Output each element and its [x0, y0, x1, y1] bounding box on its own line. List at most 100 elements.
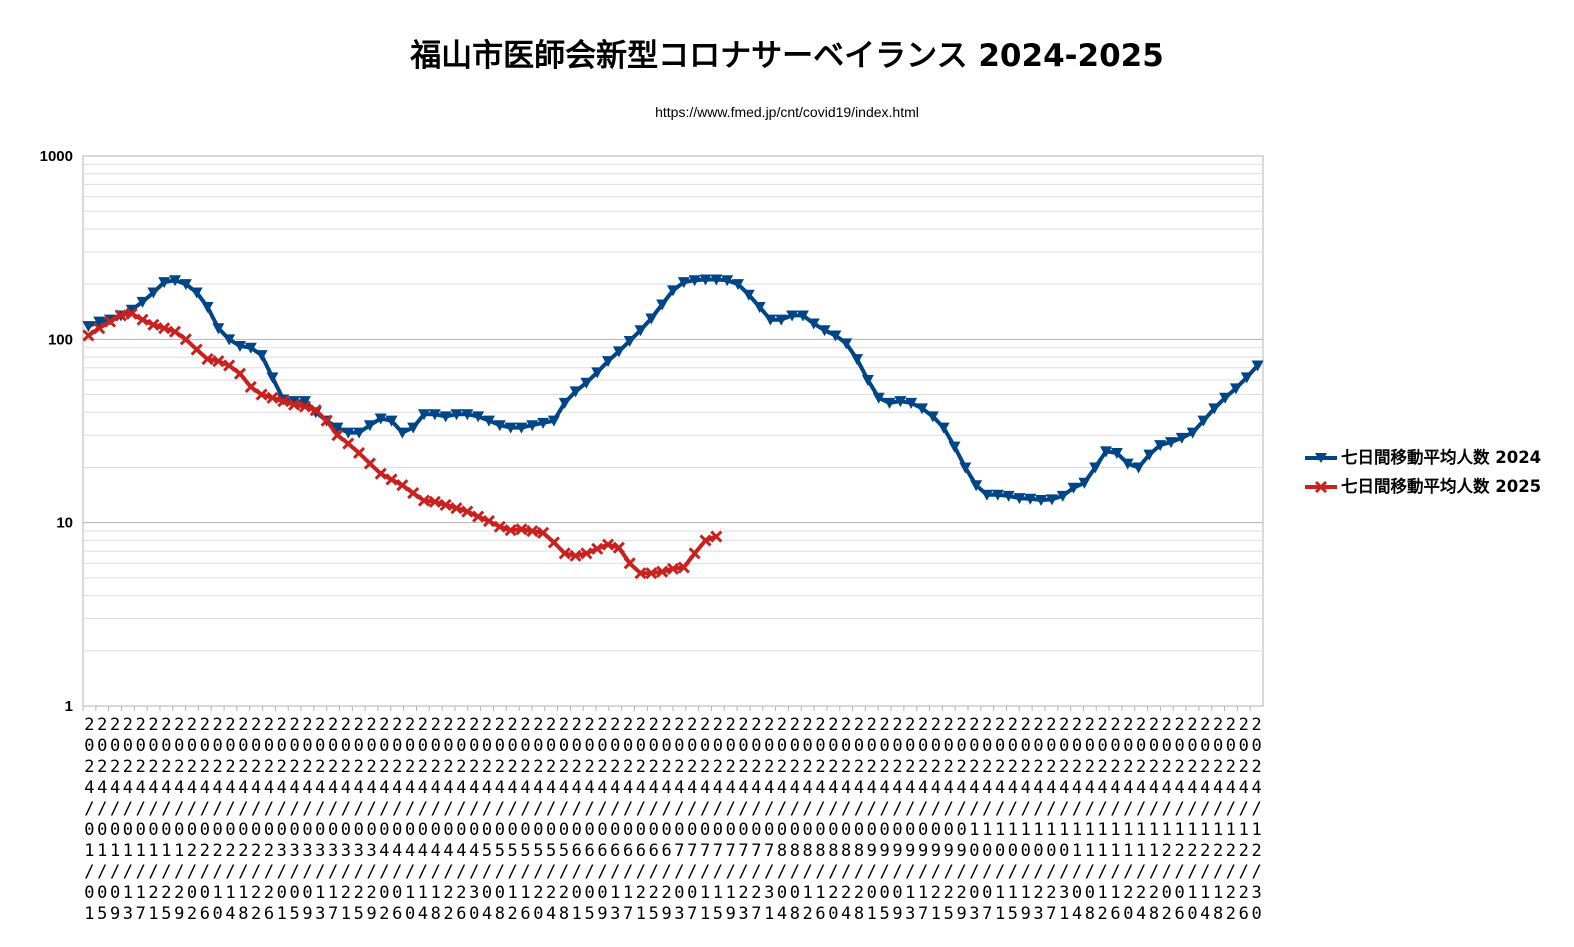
data-point	[872, 392, 885, 404]
x-tick-label: 2 0 2 4/0 3/2 5	[354, 715, 364, 924]
data-point	[385, 473, 398, 486]
x-tick-label: 2 0 2 4/0 3/0 9	[302, 715, 312, 924]
x-tick-label: 2 0 2 4/1 1/2 8	[1149, 715, 1159, 924]
x-tick-label: 2 0 2 4/0 7/0 7	[687, 715, 697, 924]
data-point	[753, 302, 766, 314]
x-tick-label: 2 0 2 4/0 5/0 4	[482, 715, 492, 924]
x-tick-label: 2 0 2 4/0 6/2 1	[636, 715, 646, 924]
data-point	[623, 557, 636, 570]
data-point	[959, 462, 972, 474]
x-tick-label: 2 0 2 4/1 1/0 4	[1072, 715, 1082, 924]
x-tick-label: 2 0 2 4/0 1/1 7	[136, 715, 146, 924]
data-point	[699, 534, 712, 547]
x-tick-label: 2 0 2 4/0 2/1 0	[213, 715, 223, 924]
data-point	[991, 489, 1004, 501]
x-tick-label: 2 0 2 4/0 3/0 5	[290, 715, 300, 924]
data-point	[255, 350, 268, 362]
x-tick-label: 2 0 2 4/1 1/2 4	[1136, 715, 1146, 924]
y-tick-label: 1000	[40, 148, 73, 165]
data-point	[612, 541, 625, 554]
x-tick-label: 2 0 2 4/0 6/0 1	[572, 715, 582, 924]
data-point	[1251, 360, 1264, 372]
data-point	[363, 457, 376, 470]
x-tick-label: 2 0 2 4/0 8/2 0	[828, 715, 838, 924]
data-point	[114, 309, 127, 322]
data-point	[602, 356, 615, 368]
data-point	[461, 409, 474, 421]
series-layer	[82, 274, 1264, 580]
legend-label-2025: 七日間移動平均人数 2025	[1341, 477, 1542, 496]
data-point	[980, 489, 993, 501]
data-point	[731, 279, 744, 291]
data-point	[1100, 446, 1113, 458]
data-point	[547, 415, 560, 427]
x-tick-label: 2 0 2 4/1 2/0 2	[1162, 715, 1172, 924]
data-point	[1164, 437, 1177, 449]
data-point	[515, 422, 528, 434]
x-tick-label: 2 0 2 4/0 9/0 5	[880, 715, 890, 924]
data-point	[569, 549, 582, 562]
x-tick-label: 2 0 2 4/0 4/1 0	[405, 715, 415, 924]
data-point	[840, 338, 853, 350]
x-tick-label: 2 0 2 4/0 7/1 9	[726, 715, 736, 924]
data-point	[244, 342, 257, 354]
data-point	[331, 422, 344, 434]
x-tick-label: 2 0 2 4/1 0/1 9	[1021, 715, 1031, 924]
data-point	[699, 274, 712, 286]
x-tick-label: 2 0 2 4/0 7/0 3	[674, 715, 684, 924]
x-tick-label: 2 0 2 4/1 2/1 4	[1200, 715, 1210, 924]
x-tick-label: 2 0 2 4/0 1/2 9	[174, 715, 184, 924]
x-tick-label: 2 0 2 4/0 5/2 0	[533, 715, 543, 924]
data-point	[970, 480, 983, 492]
x-tick-label: 2 0 2 4/0 4/2 2	[443, 715, 453, 924]
x-tick-label: 2 0 2 4/1 0/2 7	[1046, 715, 1056, 924]
data-point	[796, 310, 809, 322]
x-tick-label: 2 0 2 4/0 3/1 3	[315, 715, 325, 924]
data-point	[363, 420, 376, 432]
data-point	[1110, 447, 1123, 459]
data-point	[786, 310, 799, 322]
x-tick-label: 2 0 2 4/0 5/2 4	[546, 715, 556, 924]
data-point	[266, 372, 279, 384]
chart-title: 福山市医師会新型コロナサーベイランス 2024-2025	[410, 38, 1164, 74]
data-point	[255, 388, 268, 401]
data-point	[353, 427, 366, 439]
data-point	[926, 411, 939, 423]
data-point	[1197, 415, 1210, 427]
data-point	[937, 422, 950, 434]
data-point	[288, 396, 301, 408]
data-point	[1132, 462, 1145, 474]
data-point	[818, 325, 831, 337]
data-point	[136, 296, 149, 308]
data-point	[352, 446, 366, 460]
x-tick-label: 2 0 2 4/0 9/2 9	[956, 715, 966, 924]
x-tick-label: 2 0 2 4/0 6/0 5	[585, 715, 595, 924]
x-tick-label: 2 0 2 4/0 8/2 4	[841, 715, 851, 924]
legend-label-2024: 七日間移動平均人数 2024	[1341, 448, 1542, 467]
x-tick-label: 2 0 2 4/0 1/1 3	[123, 715, 133, 924]
data-point	[493, 520, 506, 533]
x-tick-label: 2 0 2 4/0 1/0 5	[97, 715, 107, 924]
x-tick-label: 2 0 2 4/0 9/2 5	[944, 715, 954, 924]
data-point	[1121, 458, 1134, 470]
data-point	[656, 565, 669, 578]
x-tick-label: 2 0 2 4/1 0/1 5	[1008, 715, 1018, 924]
data-point	[482, 515, 496, 528]
data-point	[883, 397, 896, 409]
x-tick-label: 2 0 2 4/1 1/1 2	[1098, 715, 1108, 924]
x-tick-label: 2 0 2 4/0 2/2 6	[264, 715, 274, 924]
data-point	[374, 467, 387, 480]
data-point	[342, 437, 355, 450]
x-tick-label: 2 0 2 4/0 1/0 9	[110, 715, 120, 924]
data-point	[439, 411, 452, 423]
data-point	[374, 413, 387, 425]
data-point	[1056, 490, 1069, 502]
data-point	[1208, 403, 1221, 415]
data-point	[223, 359, 236, 372]
x-tick-label: 2 0 2 4/0 8/0 8	[790, 715, 800, 924]
legend-marker-2024	[1315, 453, 1327, 463]
x-tick-label: 2 0 2 4/0 6/0 9	[597, 715, 607, 924]
data-point	[82, 329, 95, 342]
data-point	[461, 505, 474, 518]
data-point	[331, 429, 344, 442]
